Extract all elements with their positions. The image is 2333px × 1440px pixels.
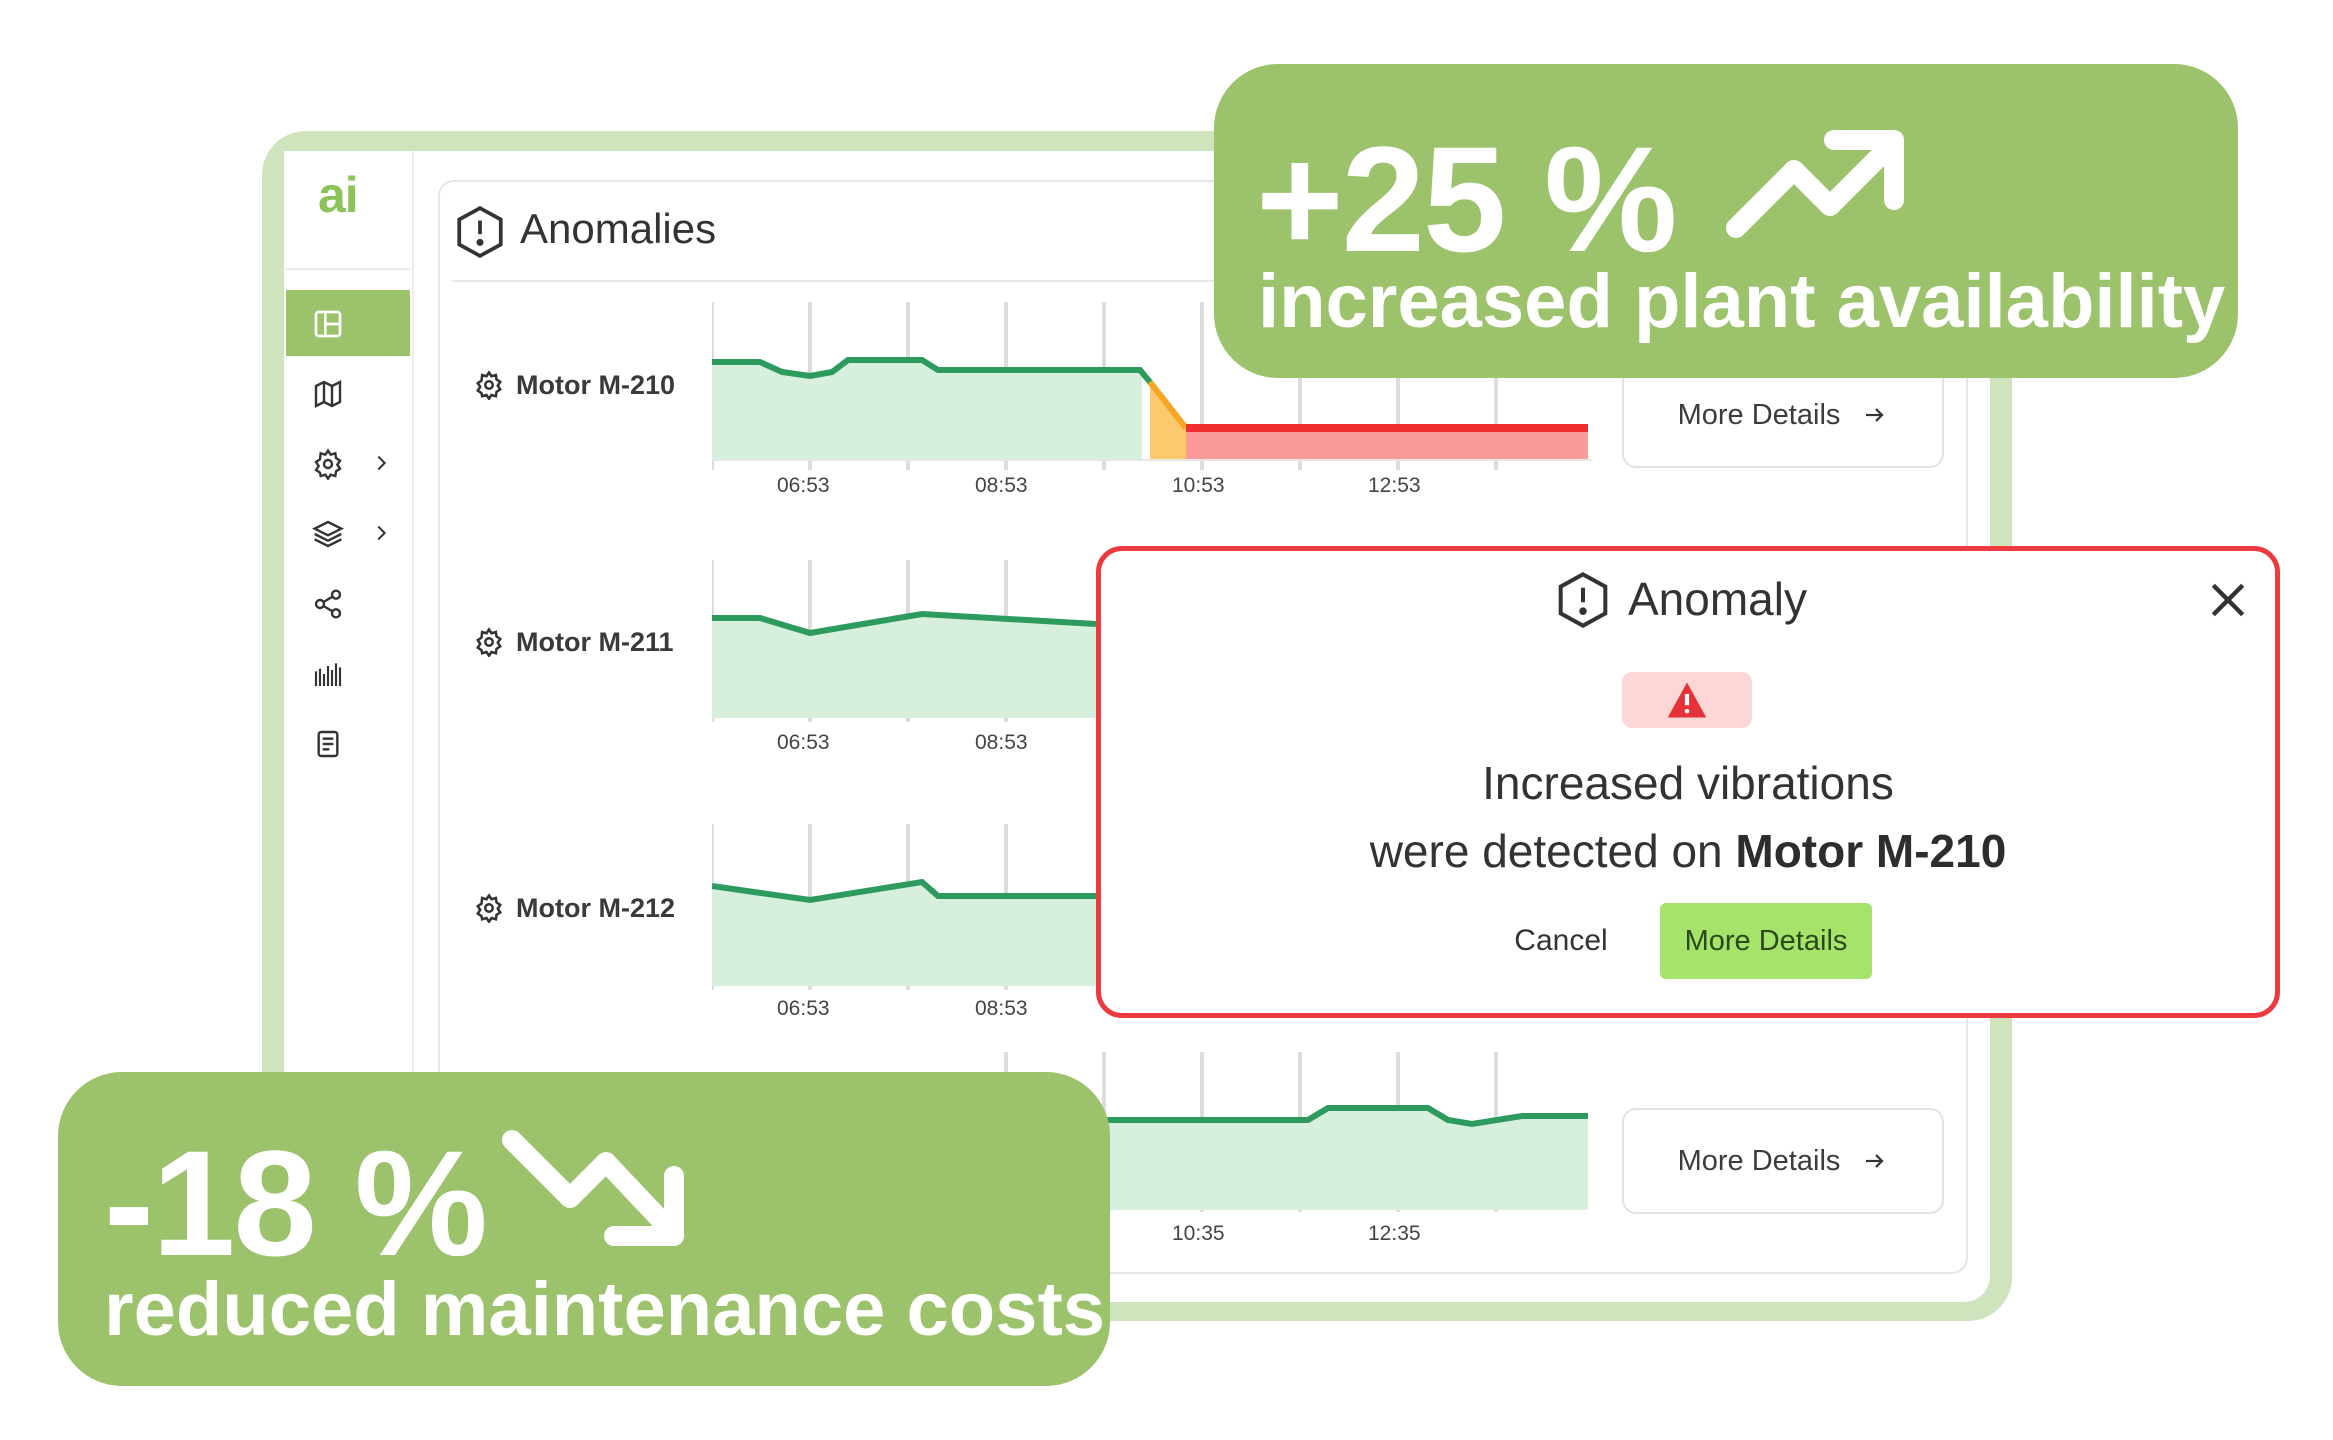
dialog-message-motor: Motor M-210 xyxy=(1735,825,2007,877)
dialog-message-line1: Increased vibrations xyxy=(1482,757,1894,809)
motor-label[interactable]: Motor M-210 xyxy=(516,370,676,400)
dashboard-icon xyxy=(314,310,342,338)
share-icon xyxy=(314,589,342,619)
more-details-label: More Details xyxy=(1677,1144,1841,1177)
x-tick-label: 06:53 xyxy=(777,997,830,1020)
layers-icon xyxy=(312,520,344,548)
more-details-button[interactable]: More Details xyxy=(1622,362,1944,468)
x-tick-label: 08:53 xyxy=(975,997,1028,1020)
stat-label: increased plant availability xyxy=(1258,259,2226,344)
app-logo[interactable]: ai xyxy=(318,167,359,223)
cancel-button[interactable]: Cancel xyxy=(1514,924,1608,957)
x-tick-label: 12:53 xyxy=(1368,474,1421,497)
panel-header-divider xyxy=(452,280,1652,282)
x-tick-label: 08:53 xyxy=(975,474,1028,497)
more-details-label: More Details xyxy=(1677,398,1841,431)
document-icon xyxy=(317,730,339,758)
sidebar-item-barcode[interactable] xyxy=(286,640,410,706)
gear-icon xyxy=(476,370,502,400)
map-icon xyxy=(314,380,342,408)
x-tick-label: 10:35 xyxy=(1172,1222,1225,1245)
stat-label: reduced maintenance costs xyxy=(104,1267,1106,1352)
x-tick-label: 08:53 xyxy=(975,731,1028,754)
x-tick-label: 06:53 xyxy=(777,731,830,754)
trend-up-icon xyxy=(1726,130,1904,238)
motor-label[interactable]: Motor M-212 xyxy=(516,893,676,923)
sidebar-item-dashboard[interactable] xyxy=(286,290,410,356)
trend-down-icon xyxy=(502,1130,684,1246)
sidebar-item-layers[interactable] xyxy=(286,500,410,566)
dialog-message-line2: were detected on Motor M-210 xyxy=(1200,824,2176,878)
stat-card-availability: +25 % increased plant availability xyxy=(1214,64,2238,378)
alert-hexagon-icon xyxy=(457,205,503,259)
stat-value: -18 % xyxy=(104,1119,488,1287)
sidebar-item-settings[interactable] xyxy=(286,430,410,496)
gear-icon xyxy=(476,893,502,923)
motor-chart xyxy=(712,560,1097,722)
chevron-right-icon xyxy=(377,525,387,541)
x-tick-label: 12:35 xyxy=(1368,1222,1421,1245)
chevron-right-icon xyxy=(377,455,387,471)
warning-triangle-icon xyxy=(1667,682,1707,718)
more-details-button[interactable]: More Details xyxy=(1660,903,1872,979)
page-title: Anomalies xyxy=(520,205,717,252)
barcode-icon xyxy=(314,663,342,686)
sidebar-item-share[interactable] xyxy=(286,570,410,636)
gear-icon xyxy=(314,448,342,480)
sidebar-divider xyxy=(286,268,410,270)
motor-label[interactable]: Motor M-211 xyxy=(516,627,674,657)
warning-badge xyxy=(1622,672,1752,728)
close-icon[interactable] xyxy=(2206,578,2250,622)
dialog-message-prefix: were detected on xyxy=(1369,825,1736,877)
stat-card-maintenance: -18 % reduced maintenance costs xyxy=(58,1072,1110,1386)
more-details-button[interactable]: More Details xyxy=(1622,1108,1944,1214)
sidebar-item-documents[interactable] xyxy=(286,710,410,776)
x-tick-label: 10:53 xyxy=(1172,474,1225,497)
stat-value: +25 % xyxy=(1256,115,1677,283)
alert-hexagon-icon xyxy=(1558,572,1608,628)
motor-chart xyxy=(712,824,1096,990)
sidebar-item-map[interactable] xyxy=(286,360,410,426)
dialog-title: Anomaly xyxy=(1628,573,1807,625)
arrow-right-icon xyxy=(1866,1154,1884,1168)
arrow-right-icon xyxy=(1866,408,1884,422)
x-tick-label: 06:53 xyxy=(777,474,830,497)
gear-icon xyxy=(476,627,502,657)
